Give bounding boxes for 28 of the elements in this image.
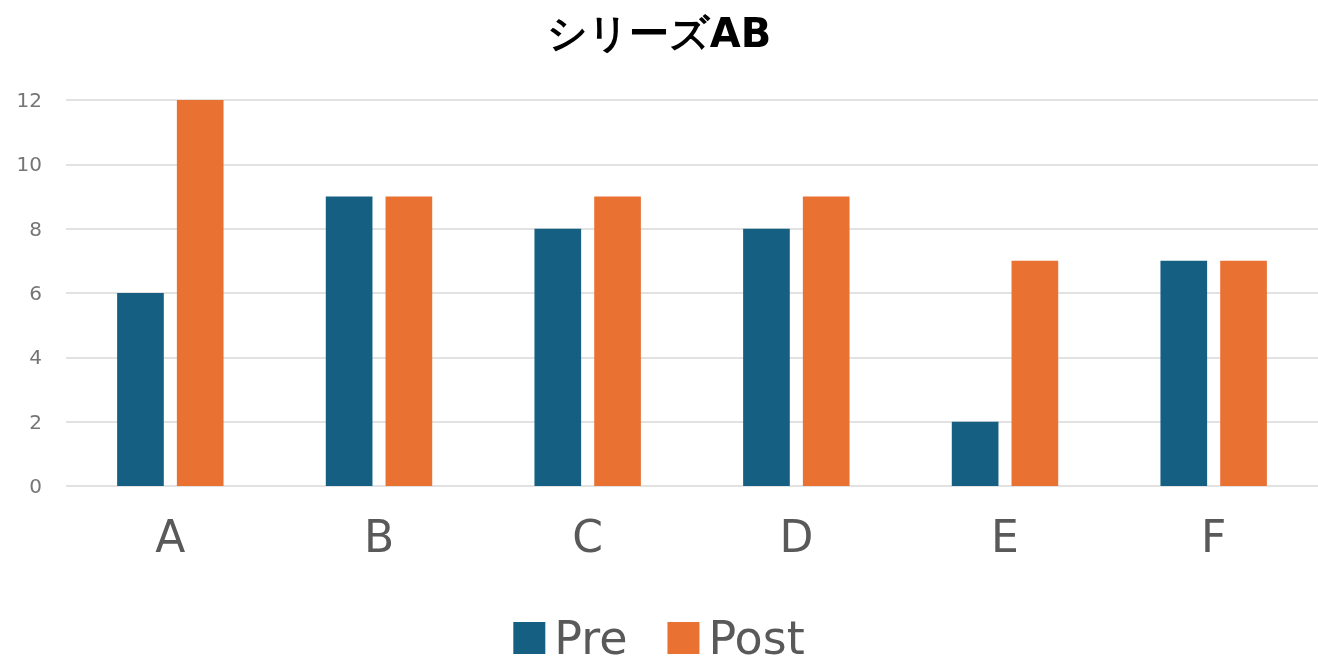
- x-tick-label: E: [991, 510, 1019, 562]
- x-tick-label: C: [572, 510, 604, 562]
- y-tick-label: 0: [29, 474, 42, 498]
- bar: [1011, 260, 1059, 486]
- bar: [743, 228, 790, 486]
- bar: [176, 100, 224, 486]
- bar: [117, 293, 164, 486]
- x-tick-label: B: [363, 510, 395, 562]
- x-tick-label: A: [155, 510, 186, 562]
- bar: [534, 228, 582, 486]
- y-tick-label: 10: [16, 152, 42, 177]
- legend-label: Pre: [554, 611, 628, 665]
- bar: [385, 196, 433, 486]
- y-tick-label: 6: [29, 281, 42, 305]
- x-tick-label: D: [779, 510, 814, 562]
- bar: [1160, 260, 1208, 486]
- bar: [802, 196, 850, 486]
- y-tick-label: 2: [29, 409, 42, 434]
- y-tick-label: 8: [29, 216, 42, 241]
- y-tick-label: 12: [16, 88, 42, 112]
- x-tick-label: F: [1201, 510, 1227, 562]
- chart-title: シリーズAB: [546, 10, 772, 56]
- bar: [325, 196, 373, 486]
- legend-label: Post: [708, 611, 805, 665]
- bar: [951, 421, 999, 486]
- bar: [1220, 260, 1267, 486]
- bar: [594, 196, 641, 486]
- y-tick-label: 4: [29, 345, 42, 370]
